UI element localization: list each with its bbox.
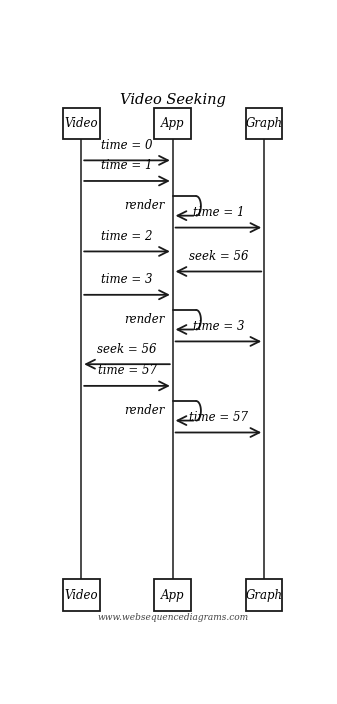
Text: time = 2: time = 2 — [101, 230, 153, 243]
Text: Video Seeking: Video Seeking — [120, 93, 226, 107]
FancyBboxPatch shape — [63, 579, 100, 611]
FancyBboxPatch shape — [246, 108, 282, 139]
Text: seek = 56: seek = 56 — [97, 343, 157, 356]
FancyBboxPatch shape — [154, 108, 191, 139]
Text: time = 3: time = 3 — [193, 320, 244, 333]
Text: render: render — [124, 313, 165, 326]
Text: time = 57: time = 57 — [97, 364, 156, 377]
Text: www.websequencediagrams.com: www.websequencediagrams.com — [97, 613, 248, 622]
Text: time = 1: time = 1 — [193, 206, 244, 219]
Text: App: App — [161, 117, 184, 130]
Text: Video: Video — [64, 117, 98, 130]
FancyBboxPatch shape — [63, 108, 100, 139]
Text: Graph: Graph — [246, 589, 283, 602]
Text: Video: Video — [64, 589, 98, 602]
Text: time = 1: time = 1 — [101, 159, 153, 172]
Text: seek = 56: seek = 56 — [189, 250, 248, 263]
FancyBboxPatch shape — [154, 579, 191, 611]
Text: App: App — [161, 589, 184, 602]
Text: render: render — [124, 199, 165, 213]
Text: time = 0: time = 0 — [101, 139, 153, 151]
Text: render: render — [124, 404, 165, 417]
Text: time = 57: time = 57 — [189, 411, 248, 424]
FancyBboxPatch shape — [246, 579, 282, 611]
Text: Graph: Graph — [246, 117, 283, 130]
Text: time = 3: time = 3 — [101, 273, 153, 286]
